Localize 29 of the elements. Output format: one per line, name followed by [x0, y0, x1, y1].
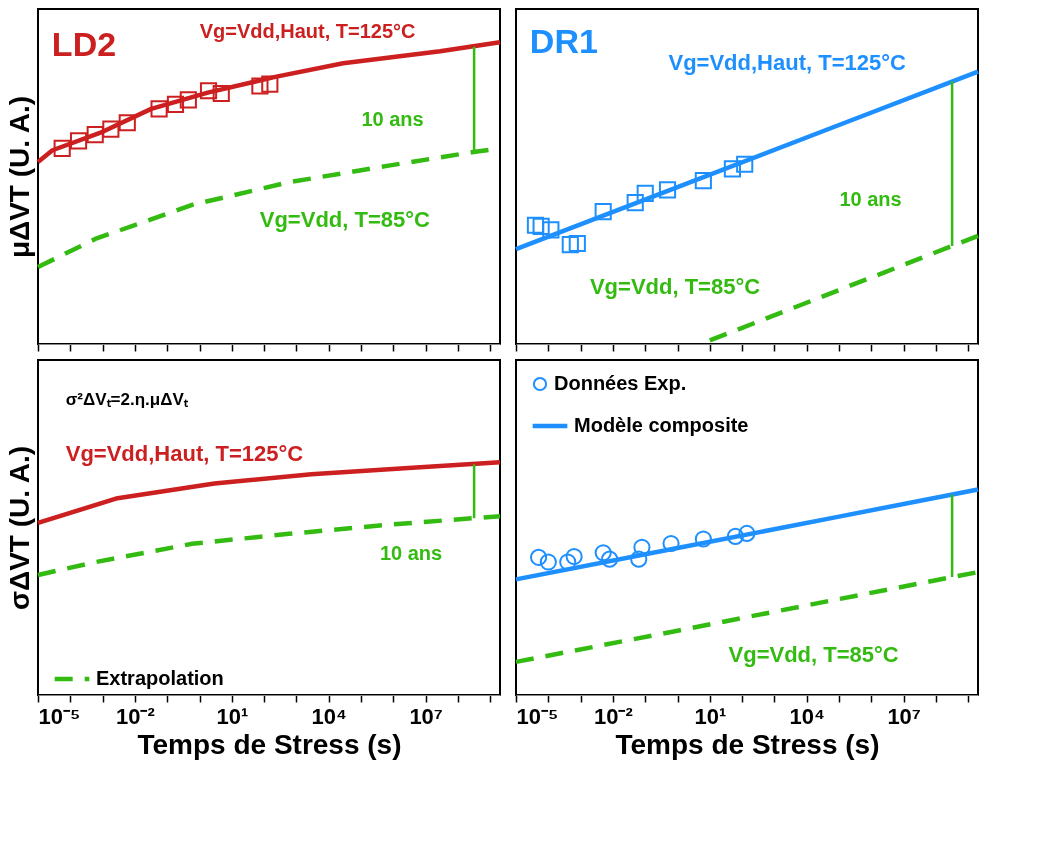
annotation: Vg=Vdd, T=85°C — [259, 207, 431, 233]
annotation: 10 ans — [839, 187, 902, 210]
y-axis-title: μΔVT (U. A.) — [3, 95, 35, 259]
y-axis-title: σΔVT (U. A.) — [3, 445, 35, 611]
legend-label: Modèle composite — [574, 414, 749, 436]
annotation: Vg=Vdd, T=85°C — [728, 641, 899, 667]
annotation: 10 ans — [361, 107, 424, 130]
x-tick-label: 10⁻² — [116, 703, 155, 729]
x-tick-label: 10⁴ — [311, 703, 347, 729]
x-tick-label: 10⁴ — [789, 703, 825, 729]
text: σ²ΔVₜ=2.η.μΔVₜ — [65, 390, 189, 410]
x-tick-label: 10⁷ — [887, 703, 921, 729]
x-axis-title: Temps de Stress (s) — [615, 728, 880, 760]
x-tick-label: 10⁻⁵ — [516, 703, 559, 729]
annotation: Vg=Vdd, T=85°C — [589, 274, 761, 300]
legend-label: Extrapolation — [96, 667, 224, 689]
text: DR1 — [529, 21, 598, 60]
x-tick-label: 10¹ — [216, 703, 249, 729]
x-axis-title: Temps de Stress (s) — [137, 728, 402, 760]
annotation: Vg=Vdd,Haut, T=125°C — [668, 49, 906, 75]
x-tick-label: 10¹ — [694, 703, 727, 729]
annotation: 10 ans — [379, 542, 443, 565]
x-tick-label: 10⁻⁵ — [38, 703, 81, 729]
annotation: Vg=Vdd,Haut, T=125°C — [199, 20, 416, 43]
x-tick-label: 10⁻² — [594, 703, 633, 729]
x-tick-label: 10⁷ — [409, 703, 443, 729]
legend-label: Données Exp. — [554, 372, 687, 394]
annotation: LD2 — [51, 24, 117, 63]
annotation: Vg=Vdd,Haut, T=125°C — [65, 440, 304, 466]
